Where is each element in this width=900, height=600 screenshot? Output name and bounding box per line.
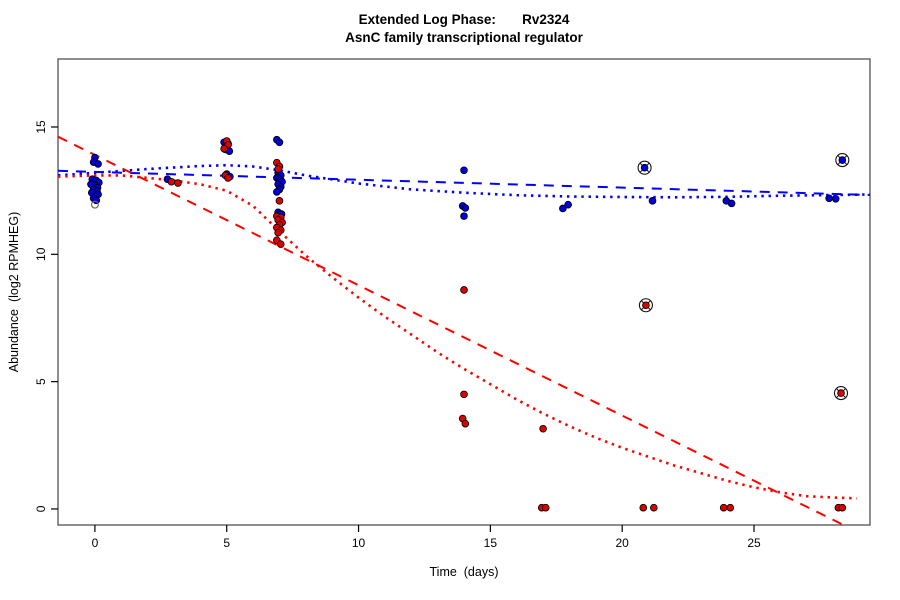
data-point: [726, 503, 735, 512]
data-point: [639, 503, 648, 512]
x-tick-label: 0: [92, 536, 99, 550]
y-tick-label: 15: [34, 120, 48, 134]
blue-circled-points: [637, 153, 850, 175]
data-point: [539, 424, 547, 433]
data-point: [461, 204, 470, 212]
data-point: [460, 390, 468, 399]
data-point: [838, 156, 847, 164]
data-point: [174, 179, 182, 187]
data-point: [564, 200, 572, 209]
data-point: [276, 240, 285, 248]
data-point: [92, 196, 101, 205]
data-point: [275, 138, 284, 147]
data-point: [719, 503, 728, 512]
data-point: [642, 301, 650, 310]
plot-box: [57, 58, 871, 526]
red-linear-fit: [57, 135, 845, 526]
data-point: [461, 419, 470, 428]
x-axis-ticks: 0 5 10 15 20 25: [92, 525, 761, 550]
red-circled-points: [638, 298, 849, 401]
blue-linear-fit: [57, 169, 871, 196]
blue-points: [87, 135, 840, 220]
data-point: [541, 503, 550, 512]
y-axis-ticks: 0 5 10 15: [34, 120, 58, 512]
blue-loess-fit: [57, 163, 871, 199]
data-point: [648, 197, 657, 205]
y-tick-label: 0: [34, 505, 48, 512]
data-point: [825, 194, 833, 203]
outlier-ring: [833, 386, 849, 401]
data-point: [650, 503, 658, 512]
y-tick-label: 10: [34, 247, 48, 261]
x-tick-label: 15: [484, 536, 498, 550]
x-tick-label: 25: [747, 536, 761, 550]
chart-subtitle: AsnC family transcriptional regulator: [345, 30, 583, 45]
data-point: [837, 389, 845, 397]
outlier-ring: [835, 153, 850, 168]
outlier-ring: [637, 160, 652, 175]
x-tick-label: 5: [223, 536, 230, 550]
data-point: [275, 197, 284, 205]
gray-open-points: [90, 200, 99, 209]
data-point: [274, 165, 282, 173]
data-point: [460, 212, 468, 220]
red-points: [167, 137, 847, 512]
data-point: [274, 228, 282, 237]
data-point: [640, 163, 649, 172]
data-point-open: [90, 200, 99, 209]
x-axis-label: Time (days): [429, 565, 499, 579]
data-point: [838, 503, 847, 512]
y-tick-label: 5: [34, 378, 48, 385]
data-point: [273, 188, 281, 196]
y-axis-label: Abundance (log2 RPMHEG): [7, 211, 21, 373]
data-point: [727, 199, 736, 208]
data-point: [831, 195, 840, 203]
data-point: [224, 174, 232, 182]
data-point: [220, 144, 228, 153]
data-point: [167, 177, 176, 186]
data-point: [460, 166, 468, 175]
chart-title: Extended Log Phase: Rv2324: [358, 12, 570, 27]
data-point: [559, 204, 567, 213]
x-tick-label: 10: [352, 536, 366, 550]
x-tick-label: 20: [616, 536, 630, 550]
data-point: [460, 286, 468, 294]
red-loess-fit: [57, 174, 857, 500]
outlier-ring: [638, 298, 653, 313]
data-point: [94, 160, 102, 168]
